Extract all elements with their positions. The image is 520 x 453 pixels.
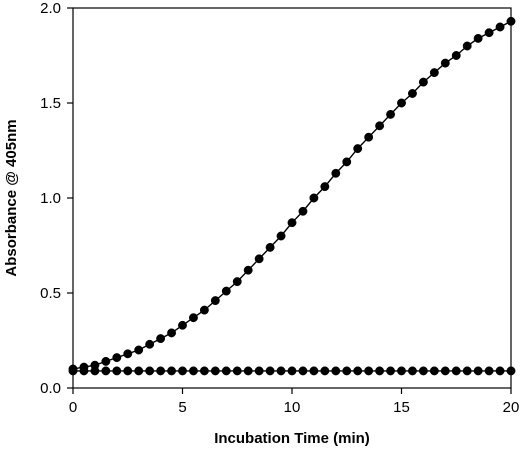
series-2-point	[440, 366, 450, 376]
x-tick-label: 5	[178, 399, 186, 416]
series-2-point	[232, 366, 242, 376]
series-2-point	[462, 366, 472, 376]
series-1-line	[72, 20, 512, 370]
series-1-point	[287, 218, 297, 228]
series-2-point	[473, 366, 483, 376]
series-2-point	[375, 366, 385, 376]
series-1-point	[309, 193, 319, 203]
series-1-point	[221, 286, 231, 296]
series-2-point	[123, 366, 133, 376]
series-1-point	[473, 33, 483, 43]
series-1-point	[112, 353, 122, 363]
series-2-point	[331, 366, 341, 376]
series-2-point	[287, 366, 297, 376]
series-1-point	[145, 339, 155, 349]
series-1-point	[265, 242, 275, 252]
series-2-point	[101, 366, 111, 376]
series-2-point	[397, 366, 406, 376]
x-axis-title: Incubation Time (min)	[214, 430, 370, 447]
x-axis: 0 5 10 15 20	[69, 388, 520, 416]
series-1-point	[397, 98, 406, 108]
series-2-point	[156, 366, 166, 376]
series-1-point	[101, 356, 111, 366]
series-1-point	[506, 16, 516, 26]
series-1-point	[364, 132, 374, 142]
series-1-point	[178, 320, 187, 330]
series-2-point	[309, 366, 319, 376]
series-2-point	[68, 366, 78, 376]
series-1-point	[429, 68, 439, 78]
series-2-point	[484, 366, 494, 376]
series-2-point	[451, 366, 461, 376]
series-2-point	[265, 366, 275, 376]
series-1-point	[418, 77, 428, 87]
y-tick-label: 1.0	[40, 190, 61, 207]
series-1-point	[386, 109, 395, 119]
series-1-point	[408, 89, 417, 98]
series-2-point	[320, 366, 330, 376]
series-2-point	[199, 366, 209, 376]
series-1-point	[495, 22, 505, 32]
series-1-point	[232, 277, 242, 287]
x-tick-label: 20	[503, 399, 520, 416]
series-2-point	[221, 366, 231, 376]
series-2-point	[429, 366, 439, 376]
series-layer	[68, 16, 516, 376]
series-2-point	[167, 366, 177, 376]
series-1-point	[134, 345, 144, 355]
y-tick-label: 0.0	[40, 380, 61, 397]
y-tick-label: 0.5	[40, 285, 61, 302]
series-2-point	[210, 366, 220, 376]
series-1-point	[320, 182, 330, 192]
series-1-point	[353, 144, 363, 154]
series-2-point	[298, 366, 308, 376]
series-1-point	[462, 41, 472, 51]
series-1-point	[243, 265, 253, 275]
y-tick-label: 1.5	[40, 95, 61, 112]
series-2-point	[364, 366, 374, 376]
series-1-point	[276, 231, 286, 241]
y-axis-title: Absorbance @ 405nm	[3, 119, 20, 276]
series-2-point	[418, 366, 428, 376]
series-2-point	[408, 366, 417, 376]
series-1-point	[375, 121, 385, 131]
series-1-point	[189, 313, 198, 323]
series-1-point	[199, 305, 209, 315]
series-2-point	[79, 366, 89, 376]
series-2-point	[254, 366, 264, 376]
series-1-point	[254, 254, 264, 264]
series-1-point	[484, 28, 494, 38]
series-1-point	[451, 51, 461, 60]
series-2-point	[145, 366, 155, 376]
series-2-point	[506, 366, 516, 376]
x-tick-label: 10	[284, 399, 301, 416]
series-1-point	[167, 328, 177, 338]
x-tick-label: 0	[69, 399, 77, 416]
series-2-point	[134, 366, 144, 376]
series-2-point	[178, 366, 187, 376]
series-2-point	[342, 366, 352, 376]
series-1-point	[210, 296, 220, 306]
series-2-point	[386, 366, 395, 376]
series-1-point	[156, 334, 166, 344]
series-1-point	[342, 157, 352, 167]
series-2-point	[353, 366, 363, 376]
series-2-point	[243, 366, 253, 376]
series-1-point	[123, 349, 133, 359]
series-1-point	[440, 58, 450, 68]
series-1-point	[331, 168, 341, 178]
x-tick-label: 15	[393, 399, 410, 416]
series-2-point	[112, 366, 122, 376]
series-1-point	[298, 206, 308, 216]
series-2-point	[90, 366, 100, 376]
y-axis: 0.0 0.5 1.0 1.5 2.0	[40, 0, 73, 397]
series-2-point	[189, 366, 198, 376]
series-2-point	[495, 366, 505, 376]
series-2-point	[276, 366, 286, 376]
y-tick-label: 2.0	[40, 0, 61, 17]
